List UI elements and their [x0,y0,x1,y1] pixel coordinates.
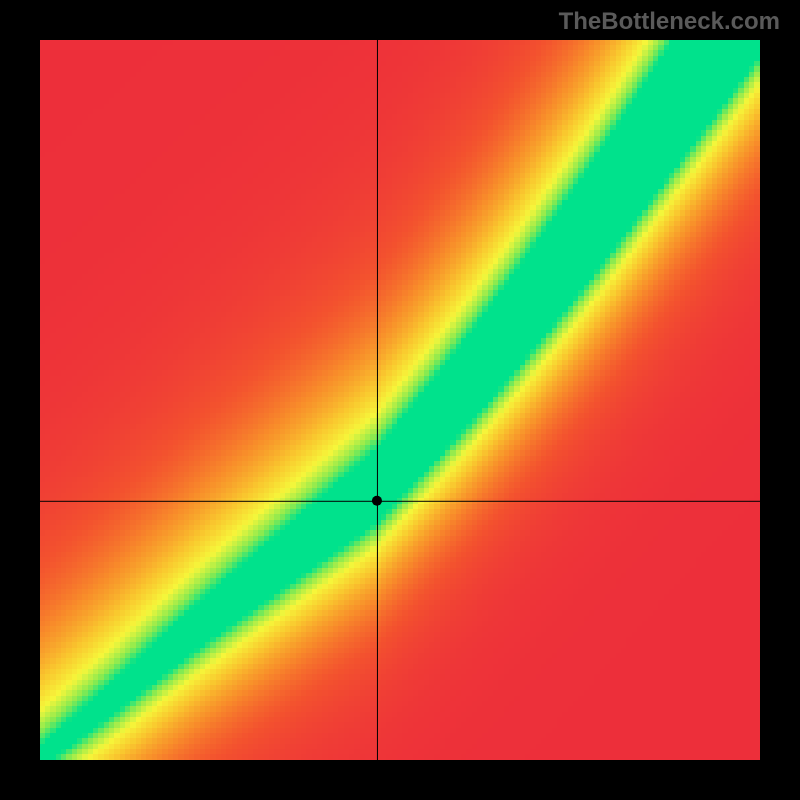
bottleneck-heatmap [40,40,760,760]
watermark-text: TheBottleneck.com [559,8,780,36]
chart-container: TheBottleneck.com [0,0,800,800]
